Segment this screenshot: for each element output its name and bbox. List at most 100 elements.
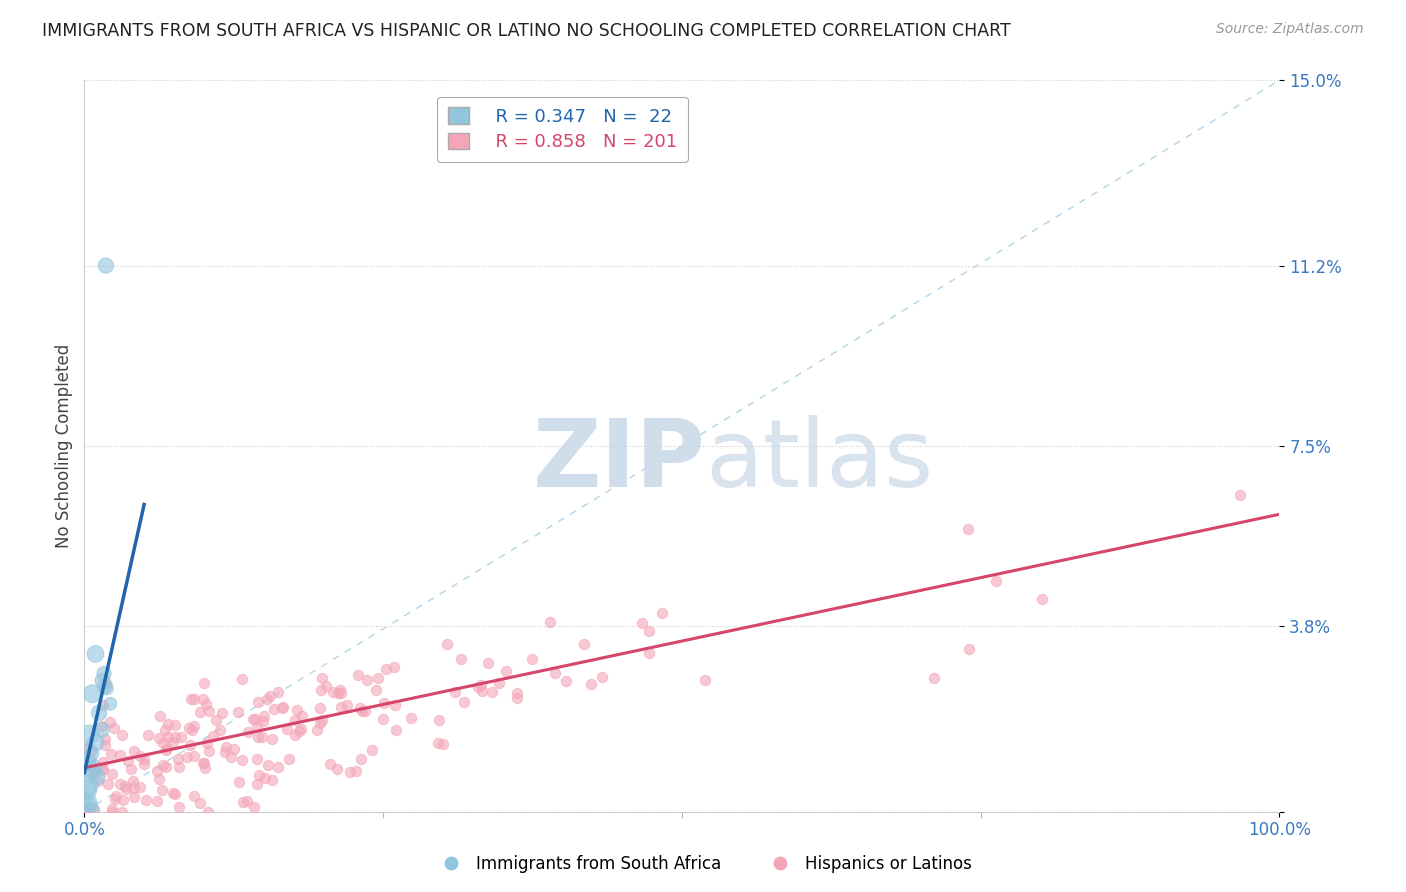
Point [236, 794, 259, 808]
Point [80, 744, 103, 758]
Point [350, 704, 373, 718]
Point [354, 704, 377, 718]
Point [284, 714, 307, 728]
Point [555, 674, 578, 689]
Point [228, 775, 250, 789]
Point [307, 723, 329, 738]
Point [243, 800, 266, 814]
Point [138, 728, 160, 742]
Point [243, 712, 266, 726]
Point [183, 789, 205, 803]
Point [427, 736, 450, 750]
Point [177, 721, 200, 735]
Point [373, 696, 395, 710]
Point [246, 695, 269, 709]
Point [80, 761, 103, 775]
Point [195, 736, 218, 750]
Point [134, 752, 156, 766]
Text: IMMIGRANTS FROM SOUTH AFRICA VS HISPANIC OR LATINO NO SCHOOLING COMPLETED CORREL: IMMIGRANTS FROM SOUTH AFRICA VS HISPANIC… [42, 22, 1011, 40]
Point [94, 738, 117, 752]
Point [373, 712, 395, 726]
Point [262, 732, 284, 747]
Point [471, 684, 494, 698]
Point [198, 743, 221, 757]
Point [399, 711, 422, 725]
Point [197, 704, 219, 718]
Point [155, 760, 177, 774]
Point [246, 752, 269, 766]
Point [224, 741, 246, 756]
Point [214, 745, 236, 759]
Point [75, 805, 97, 819]
Point [924, 671, 946, 685]
Point [522, 652, 544, 666]
Point [191, 756, 214, 770]
Point [152, 757, 174, 772]
Point [329, 699, 352, 714]
Point [84, 736, 107, 750]
Point [148, 772, 170, 786]
Point [291, 709, 314, 723]
Point [122, 790, 145, 805]
Point [93, 680, 115, 694]
Point [256, 691, 278, 706]
Point [79, 727, 101, 741]
Point [211, 706, 233, 720]
Point [285, 703, 308, 717]
Point [232, 795, 254, 809]
Point [93, 762, 115, 776]
Point [91, 718, 114, 732]
Point [150, 783, 173, 797]
Point [339, 764, 361, 779]
Point [254, 772, 277, 786]
Point [167, 759, 190, 773]
Point [319, 757, 342, 772]
Point [631, 615, 654, 630]
Point [76, 804, 98, 818]
Point [149, 708, 172, 723]
Point [87, 706, 110, 720]
Point [450, 652, 472, 666]
Point [105, 789, 128, 803]
Point [146, 764, 169, 779]
Point [162, 735, 184, 749]
Point [82, 761, 104, 775]
Point [477, 657, 499, 671]
Point [163, 731, 186, 745]
Point [111, 728, 134, 742]
Point [382, 659, 405, 673]
Point [76, 796, 98, 810]
Text: atlas: atlas [706, 415, 934, 507]
Point [467, 680, 489, 694]
Legend:   R = 0.347   N =  22,   R = 0.858   N = 201: R = 0.347 N = 22, R = 0.858 N = 201 [437, 96, 688, 162]
Point [257, 757, 280, 772]
Point [329, 686, 352, 700]
Point [1031, 592, 1053, 607]
Point [86, 770, 108, 784]
Point [288, 723, 311, 738]
Point [311, 713, 333, 727]
Point [209, 723, 232, 738]
Point [247, 768, 270, 782]
Point [121, 773, 143, 788]
Point [176, 749, 198, 764]
Point [108, 748, 131, 763]
Point [101, 802, 124, 816]
Point [284, 728, 307, 742]
Point [163, 788, 186, 802]
Point [169, 799, 191, 814]
Point [170, 730, 193, 744]
Point [135, 793, 157, 807]
Point [194, 761, 217, 775]
Point [179, 739, 201, 753]
Point [271, 699, 294, 714]
Point [505, 686, 527, 700]
Point [544, 666, 567, 681]
Point [103, 792, 125, 806]
Point [115, 782, 138, 797]
Point [163, 718, 186, 732]
Point [80, 764, 103, 778]
Point [91, 756, 114, 770]
Point [197, 805, 219, 819]
Point [270, 701, 292, 715]
